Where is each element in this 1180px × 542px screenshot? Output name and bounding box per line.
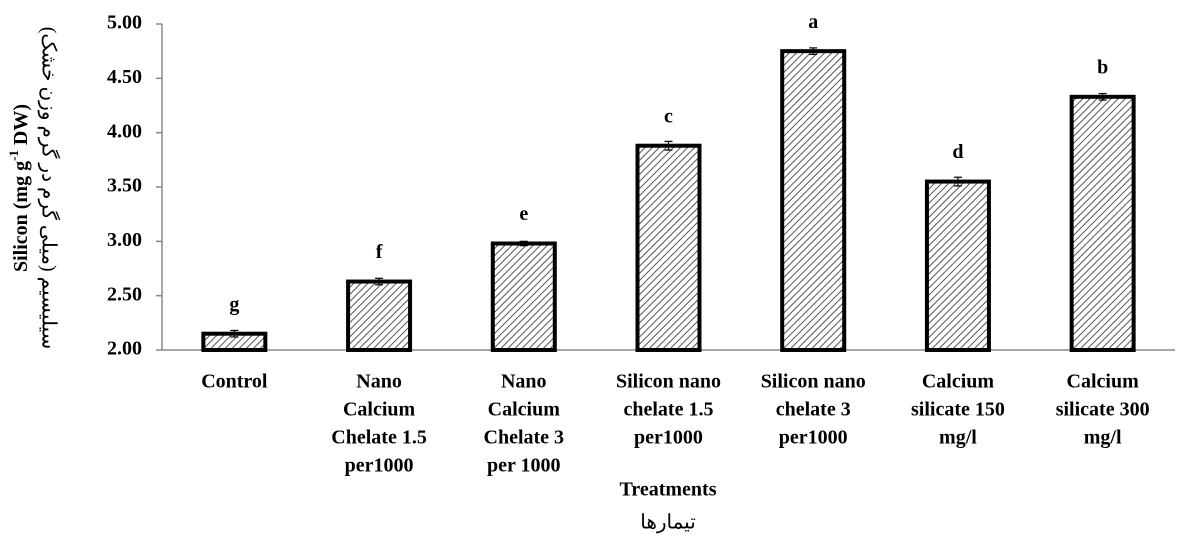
y-axis-label: Silicon (mg g-1 DW) <box>6 104 32 272</box>
significance-letter: b <box>1097 56 1108 78</box>
x-tick-label: Nano <box>501 371 547 393</box>
y-tick-label: 3.50 <box>107 175 142 197</box>
x-tick-label: Calcium <box>1067 371 1140 393</box>
significance-letter: d <box>952 141 963 163</box>
significance-letter: c <box>664 105 673 127</box>
significance-letter: a <box>808 11 818 33</box>
y-tick-label: 4.50 <box>107 66 142 88</box>
x-tick-label: Calcium <box>922 371 995 393</box>
bar <box>635 143 702 352</box>
significance-letter: e <box>519 203 528 225</box>
x-tick-label: per1000 <box>345 455 414 477</box>
x-tick-label: silicate 300 <box>1056 399 1150 421</box>
x-tick-label: Nano <box>356 371 402 393</box>
y-label-sup: -1 <box>6 150 21 161</box>
x-tick-label: chelate 3 <box>776 399 851 421</box>
y-axis-label-fa: سیلیسیم (میلی گرم در گرم وزن خشک) <box>37 27 60 350</box>
y-tick-label: 5.00 <box>107 12 142 34</box>
y-tick-label: 2.00 <box>107 338 142 360</box>
x-axis-label-fa: تیمارها <box>640 512 696 534</box>
x-tick-label: Calcium <box>343 399 416 421</box>
y-tick-label: 4.00 <box>107 120 142 142</box>
x-tick-label: Silicon nano <box>761 371 866 393</box>
y-tick-label: 3.00 <box>107 229 142 251</box>
bar <box>490 241 557 352</box>
x-axis-label: Treatments <box>619 479 716 501</box>
x-tick-label: mg/l <box>1084 427 1122 449</box>
y-tick-label: 2.50 <box>107 283 142 305</box>
x-tick-label: Chelate 1.5 <box>331 427 427 449</box>
y-label-text: Silicon (mg g <box>10 161 32 272</box>
y-label-tail: DW) <box>10 104 32 150</box>
x-tick-label: Silicon nano <box>616 371 721 393</box>
x-tick-label: silicate 150 <box>911 399 1005 421</box>
x-tick-label: chelate 1.5 <box>624 399 714 421</box>
bar <box>1069 94 1136 352</box>
bar <box>924 179 991 352</box>
x-tick-label: per 1000 <box>487 455 561 477</box>
x-tick-label: Calcium <box>488 399 561 421</box>
x-tick-label: per1000 <box>634 427 703 449</box>
x-tick-label: mg/l <box>939 427 977 449</box>
x-tick-label: per1000 <box>779 427 848 449</box>
x-tick-label: Control <box>201 371 268 393</box>
bar <box>780 49 847 353</box>
significance-letter: f <box>376 241 383 263</box>
x-tick-label: Chelate 3 <box>484 427 565 449</box>
bar <box>346 279 413 353</box>
significance-letter: g <box>229 293 239 315</box>
